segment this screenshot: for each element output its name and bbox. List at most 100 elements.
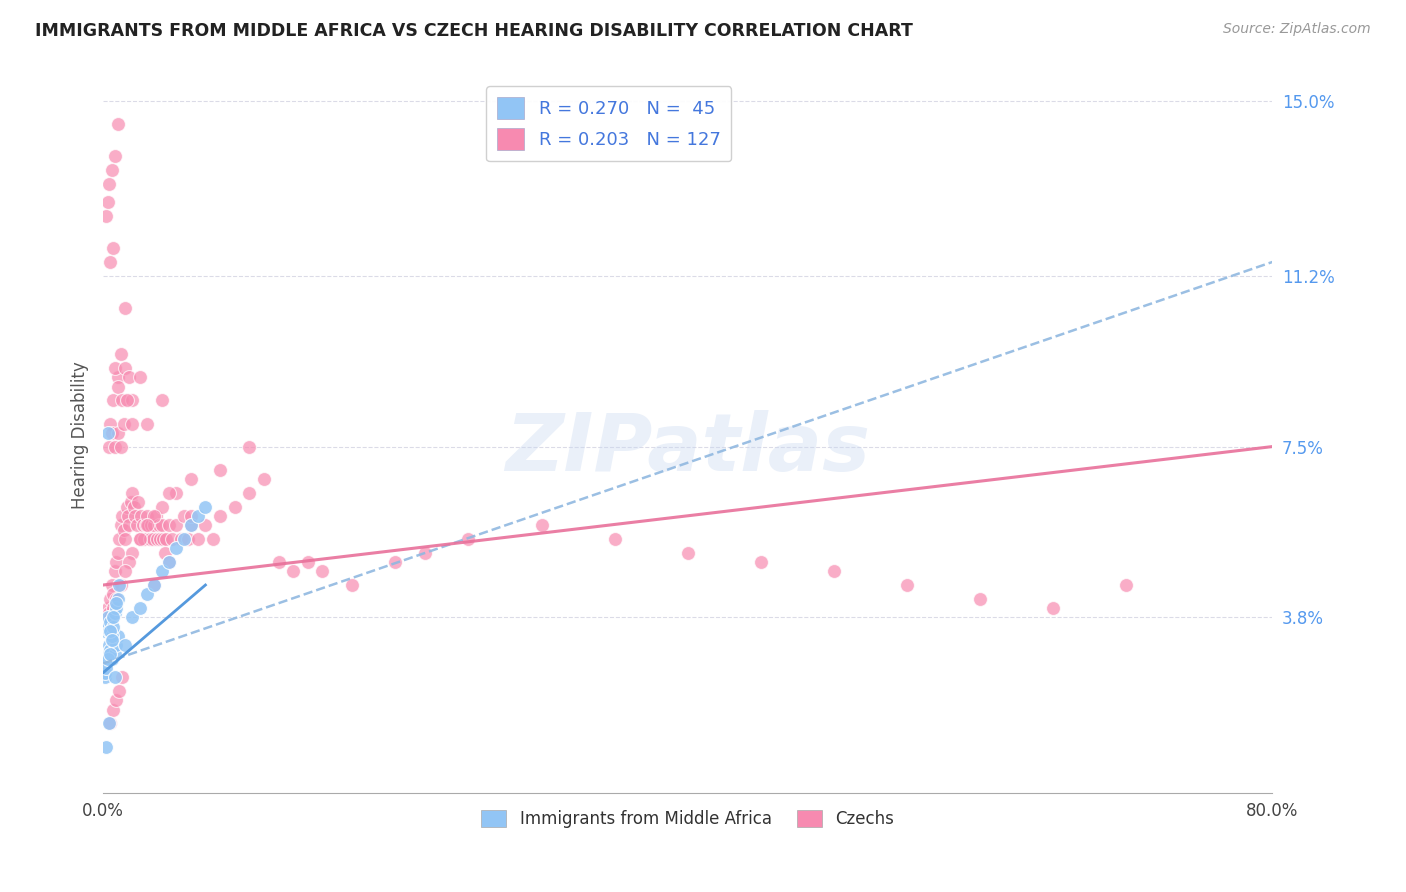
Point	[108, 684, 131, 698]
Point	[165, 541, 187, 555]
Point	[107, 117, 129, 131]
Point	[128, 532, 150, 546]
Point	[121, 610, 143, 624]
Point	[103, 633, 125, 648]
Point	[118, 555, 141, 569]
Point	[107, 370, 129, 384]
Point	[253, 472, 276, 486]
Point	[96, 425, 118, 440]
Point	[112, 417, 135, 431]
Point	[121, 393, 143, 408]
Point	[150, 500, 173, 514]
Point	[149, 532, 172, 546]
Point	[96, 601, 118, 615]
Point	[98, 177, 121, 191]
Point	[142, 532, 165, 546]
Point	[132, 532, 155, 546]
Point	[105, 601, 128, 615]
Point	[121, 546, 143, 560]
Point	[121, 485, 143, 500]
Point	[134, 518, 156, 533]
Point	[114, 638, 136, 652]
Text: Source: ZipAtlas.com: Source: ZipAtlas.com	[1223, 22, 1371, 37]
Point	[105, 591, 128, 606]
Point	[103, 587, 125, 601]
Point	[107, 591, 129, 606]
Point	[104, 606, 127, 620]
Point	[180, 508, 202, 523]
Point	[1115, 578, 1137, 592]
Point	[173, 508, 195, 523]
Point	[100, 610, 122, 624]
Point	[101, 578, 124, 592]
Point	[150, 518, 173, 533]
Point	[139, 532, 162, 546]
Point	[194, 500, 217, 514]
Point	[103, 610, 125, 624]
Point	[143, 578, 166, 592]
Point	[101, 162, 124, 177]
Point	[125, 518, 148, 533]
Point	[94, 610, 117, 624]
Point	[150, 564, 173, 578]
Point	[100, 624, 122, 639]
Point	[131, 518, 153, 533]
Point	[457, 532, 479, 546]
Point	[143, 508, 166, 523]
Point	[896, 578, 918, 592]
Point	[128, 601, 150, 615]
Point	[1042, 601, 1064, 615]
Point	[104, 647, 127, 661]
Point	[122, 500, 145, 514]
Point	[100, 591, 122, 606]
Point	[152, 532, 174, 546]
Point	[115, 393, 138, 408]
Point	[121, 417, 143, 431]
Point	[103, 393, 125, 408]
Point	[136, 417, 159, 431]
Point	[201, 532, 224, 546]
Point	[165, 518, 187, 533]
Point	[340, 578, 363, 592]
Point	[155, 532, 177, 546]
Point	[157, 555, 180, 569]
Point	[749, 555, 772, 569]
Point	[96, 194, 118, 209]
Point	[110, 578, 132, 592]
Point	[128, 532, 150, 546]
Point	[111, 393, 134, 408]
Point	[180, 518, 202, 533]
Point	[114, 361, 136, 376]
Point	[311, 564, 333, 578]
Point	[108, 532, 131, 546]
Point	[98, 638, 121, 652]
Point	[110, 440, 132, 454]
Point	[108, 578, 131, 592]
Point	[93, 624, 115, 639]
Point	[100, 255, 122, 269]
Point	[112, 523, 135, 537]
Point	[157, 518, 180, 533]
Point	[603, 532, 626, 546]
Point	[114, 532, 136, 546]
Point	[96, 652, 118, 666]
Point	[676, 546, 699, 560]
Point	[94, 619, 117, 633]
Point	[143, 578, 166, 592]
Point	[180, 472, 202, 486]
Point	[115, 500, 138, 514]
Point	[96, 610, 118, 624]
Point	[143, 518, 166, 533]
Point	[107, 379, 129, 393]
Point	[238, 485, 260, 500]
Point	[100, 647, 122, 661]
Point	[169, 532, 191, 546]
Point	[114, 564, 136, 578]
Point	[107, 425, 129, 440]
Point	[297, 555, 319, 569]
Point	[100, 417, 122, 431]
Point	[823, 564, 845, 578]
Point	[104, 440, 127, 454]
Point	[180, 518, 202, 533]
Point	[384, 555, 406, 569]
